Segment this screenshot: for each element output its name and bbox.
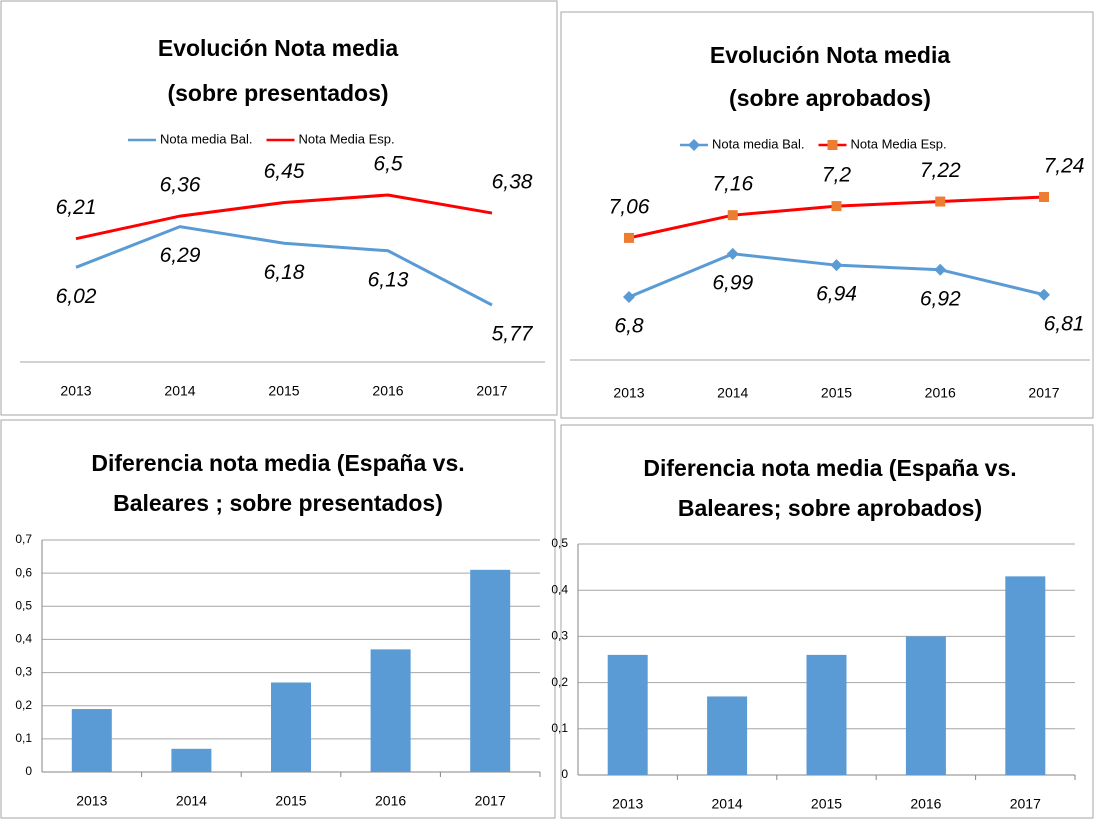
data-label: 5,77 [492, 323, 534, 346]
chart-title: (sobre presentados) [167, 80, 388, 106]
x-tick-label: 2015 [811, 796, 842, 812]
marker [623, 291, 635, 303]
x-tick-label: 2013 [613, 385, 644, 401]
panel-frame [560, 11, 1094, 419]
x-tick-label: 2017 [1028, 385, 1059, 401]
legend-label: Nota media Bal. [160, 131, 253, 146]
y-tick-label: 0,6 [15, 565, 32, 579]
data-label: 6,38 [492, 171, 533, 194]
marker [1038, 288, 1050, 301]
x-tick-label: 2017 [475, 793, 506, 809]
x-tick-label: 2015 [268, 383, 299, 399]
x-tick-label: 2016 [375, 793, 406, 809]
x-tick-label: 2017 [476, 383, 507, 399]
marker [688, 139, 700, 151]
y-tick-label: 0,7 [15, 532, 32, 546]
data-label: 7,24 [1044, 155, 1085, 178]
bar [171, 748, 212, 772]
legend-label: Nota Media Esp. [851, 136, 947, 151]
data-label: 6,81 [1044, 312, 1085, 335]
panel-frame [0, 419, 556, 819]
data-label: 6,99 [712, 271, 753, 294]
marker [727, 210, 738, 221]
legend-label: Nota Media Esp. [299, 131, 395, 146]
series-line [75, 225, 493, 307]
chart-title: Diferencia nota media (España vs. [91, 450, 464, 476]
marker [830, 259, 843, 272]
bar [470, 569, 511, 772]
data-label: 6,18 [264, 261, 305, 284]
data-label: 7,06 [609, 195, 650, 218]
marker [624, 232, 634, 243]
y-tick-label: 0,4 [15, 632, 32, 646]
data-label: 7,22 [920, 159, 961, 182]
marker [831, 201, 842, 212]
panel-frame [560, 424, 1094, 819]
bar [271, 682, 311, 772]
bar [707, 696, 748, 775]
bar [71, 709, 112, 772]
legend-label: Nota media Bal. [712, 136, 805, 151]
data-label: 6,29 [160, 244, 201, 267]
bar [607, 654, 648, 775]
y-tick-label: 0,4 [551, 582, 568, 596]
data-label: 7,2 [822, 164, 852, 187]
marker [935, 196, 946, 207]
y-tick-label: 0,1 [15, 731, 32, 745]
x-tick-label: 2013 [76, 793, 107, 809]
y-tick-label: 0,1 [551, 721, 568, 735]
data-label: 6,36 [160, 174, 201, 197]
y-tick-label: 0,3 [15, 665, 32, 679]
y-tick-label: 0,3 [551, 629, 568, 643]
panel-frame [0, 0, 558, 416]
bar [806, 654, 847, 775]
y-tick-label: 0 [561, 767, 568, 781]
bar [1005, 576, 1046, 775]
y-tick-label: 0,5 [15, 598, 32, 612]
data-label: 7,16 [712, 173, 753, 196]
data-label: 6,94 [816, 283, 857, 306]
marker [726, 247, 739, 260]
chart-title: Evolución Nota media [158, 35, 398, 61]
marker [934, 263, 947, 276]
x-tick-label: 2014 [176, 793, 207, 809]
data-label: 6,45 [264, 160, 305, 183]
chart-title: Baleares; sobre aprobados) [678, 495, 982, 521]
x-tick-label: 2016 [910, 796, 941, 812]
y-tick-label: 0,2 [551, 675, 568, 689]
x-tick-label: 2015 [821, 385, 852, 401]
data-label: 6,92 [920, 287, 961, 310]
chart-title: Evolución Nota media [710, 42, 950, 68]
marker [1039, 192, 1049, 202]
x-tick-label: 2016 [372, 383, 403, 399]
x-tick-label: 2013 [60, 383, 91, 399]
data-label: 6,5 [373, 153, 403, 176]
x-tick-label: 2014 [164, 383, 195, 399]
data-label: 6,8 [614, 315, 644, 338]
x-tick-label: 2016 [925, 385, 956, 401]
y-tick-label: 0 [25, 764, 32, 778]
data-label: 6,02 [56, 285, 97, 308]
chart-title: Diferencia nota media (España vs. [643, 455, 1016, 481]
y-tick-label: 0,2 [15, 698, 32, 712]
series-line [75, 193, 493, 241]
x-tick-label: 2015 [275, 793, 306, 809]
chart-title: Baleares ; sobre presentados) [113, 490, 443, 516]
bar [905, 636, 946, 775]
data-label: 6,21 [56, 196, 97, 219]
marker [827, 140, 838, 150]
x-tick-label: 2014 [712, 796, 743, 812]
y-tick-label: 0,5 [551, 536, 568, 550]
x-tick-label: 2014 [717, 385, 748, 401]
x-tick-label: 2017 [1010, 796, 1041, 812]
chart-title: (sobre aprobados) [729, 85, 931, 111]
data-label: 6,13 [368, 268, 409, 291]
bar [370, 649, 411, 772]
x-tick-label: 2013 [612, 796, 643, 812]
